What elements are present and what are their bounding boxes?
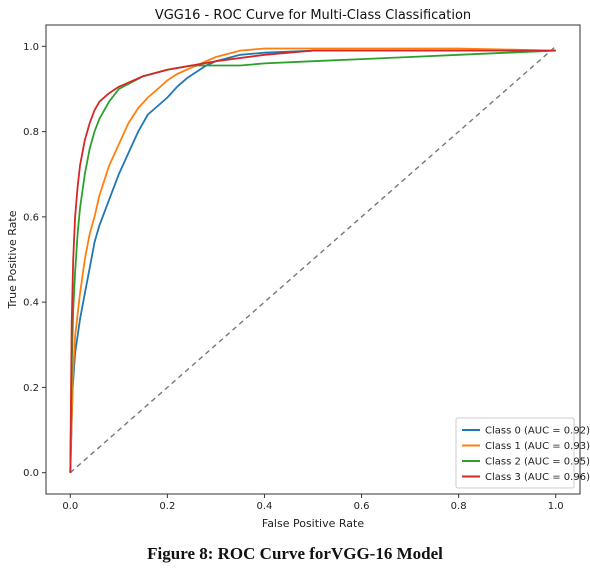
y-axis-label: True Positive Rate [6,210,19,309]
x-tick-label: 0.8 [451,501,467,512]
plot-frame [45,24,581,495]
roc-line-class-0 [69,49,556,473]
chart-title: VGG16 - ROC Curve for Multi-Class Classi… [155,8,471,23]
y-tick-label: 0.0 [23,468,39,479]
x-axis-label: False Positive Rate [262,517,364,530]
plot-area: 0.0 0.2 0.4 0.6 0.8 1.0 0.0 0.2 0.4 0.6 0.8 1.0 [23,24,581,512]
legend-entry-class-1: Class 1 (AUC = 0.93) [485,441,590,452]
figure-caption: Figure 8: ROC Curve forVGG-16 Model [147,544,443,563]
roc-line-class-1 [69,47,556,473]
legend-entry-class-0: Class 0 (AUC = 0.92) [485,426,590,437]
x-tick-label: 1.0 [548,501,564,512]
y-tick-label: 0.8 [23,127,39,138]
legend: Class 0 (AUC = 0.92) Class 1 (AUC = 0.93)… [455,417,590,489]
reference-diagonal-line [69,45,557,474]
roc-chart: VGG16 - ROC Curve for Multi-Class Classi… [6,8,590,530]
x-tick-label: 0.4 [257,501,273,512]
roc-line-class-2 [69,49,556,473]
y-tick-label: 0.4 [23,298,39,309]
x-tick-label: 0.6 [354,501,370,512]
legend-box [455,417,575,489]
roc-line-class-3 [69,49,556,473]
y-tick-label: 0.6 [23,212,39,223]
x-tick-label: 0.2 [159,501,175,512]
legend-entry-class-3: Class 3 (AUC = 0.96) [485,472,590,483]
y-tick-label: 0.2 [23,383,39,394]
legend-entry-class-2: Class 2 (AUC = 0.95) [485,457,590,468]
y-tick-label: 1.0 [23,42,39,53]
x-tick-label: 0.0 [62,501,78,512]
